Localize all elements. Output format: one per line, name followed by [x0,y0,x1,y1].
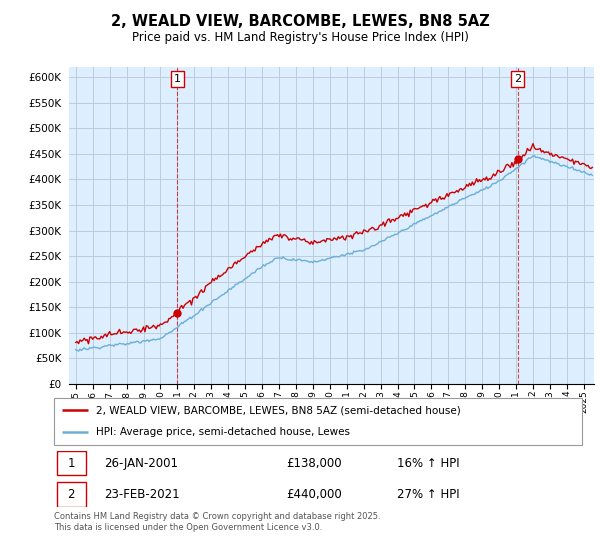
Text: £138,000: £138,000 [286,456,342,470]
Text: Contains HM Land Registry data © Crown copyright and database right 2025.
This d: Contains HM Land Registry data © Crown c… [54,512,380,532]
Text: 1: 1 [174,74,181,84]
Text: 26-JAN-2001: 26-JAN-2001 [104,456,178,470]
Text: 2, WEALD VIEW, BARCOMBE, LEWES, BN8 5AZ: 2, WEALD VIEW, BARCOMBE, LEWES, BN8 5AZ [110,14,490,29]
FancyBboxPatch shape [56,482,86,507]
FancyBboxPatch shape [54,398,582,445]
Text: 2, WEALD VIEW, BARCOMBE, LEWES, BN8 5AZ (semi-detached house): 2, WEALD VIEW, BARCOMBE, LEWES, BN8 5AZ … [96,405,461,416]
Text: £440,000: £440,000 [286,488,342,501]
Text: 27% ↑ HPI: 27% ↑ HPI [397,488,460,501]
Text: 23-FEB-2021: 23-FEB-2021 [104,488,180,501]
Text: 2: 2 [514,74,521,84]
FancyBboxPatch shape [56,451,86,475]
Text: 1: 1 [67,456,75,470]
Text: 2: 2 [67,488,75,501]
Text: HPI: Average price, semi-detached house, Lewes: HPI: Average price, semi-detached house,… [96,427,350,437]
Text: 16% ↑ HPI: 16% ↑ HPI [397,456,460,470]
Text: Price paid vs. HM Land Registry's House Price Index (HPI): Price paid vs. HM Land Registry's House … [131,31,469,44]
